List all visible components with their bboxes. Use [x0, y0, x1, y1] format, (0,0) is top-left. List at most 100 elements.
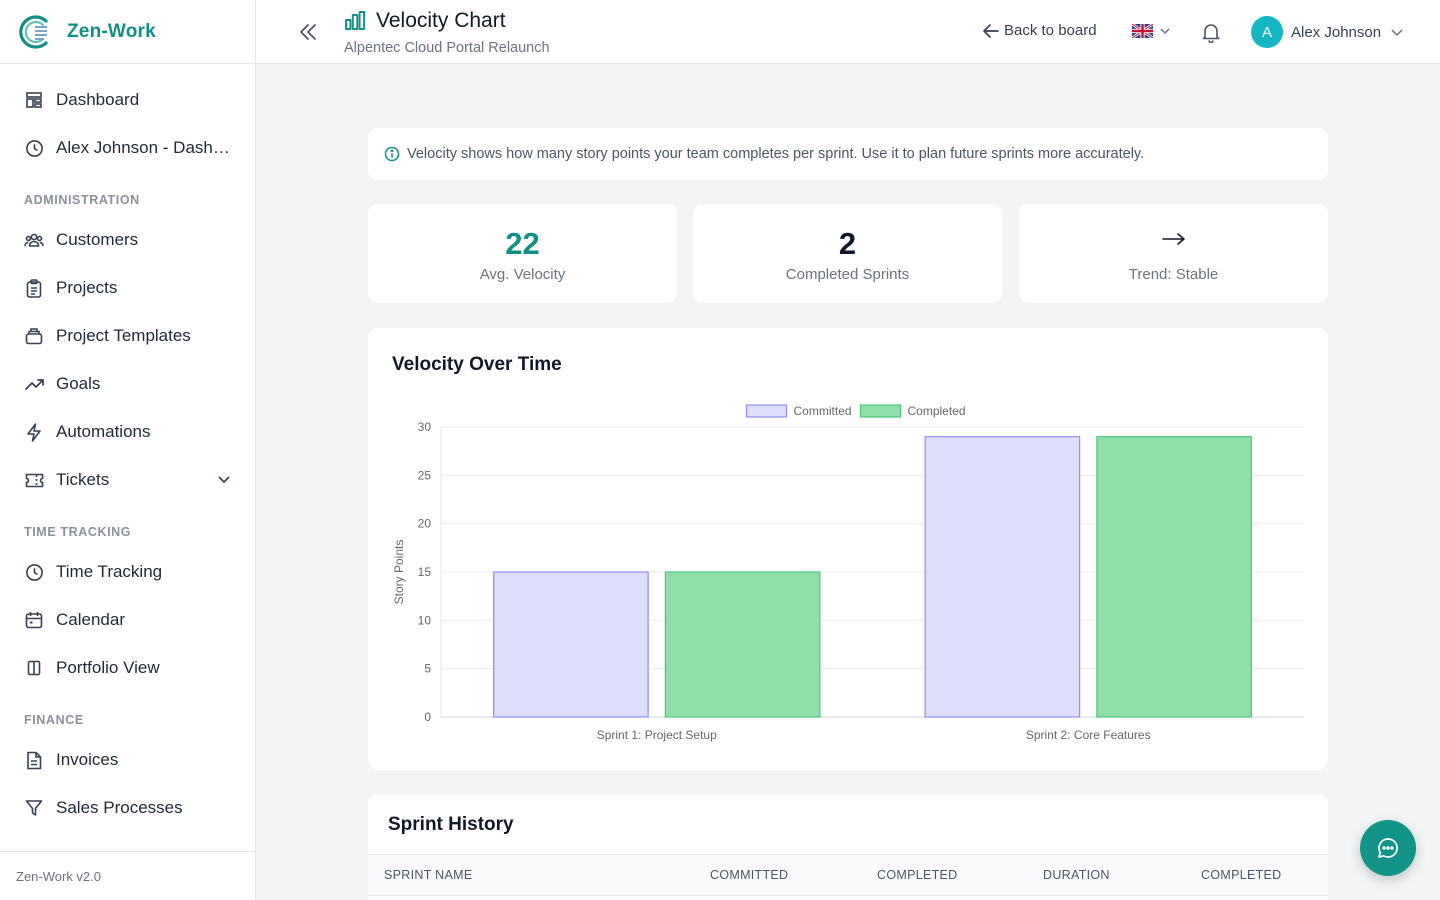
- sidebar-item-projects[interactable]: Projects: [0, 266, 255, 310]
- legend-label: Completed: [908, 404, 966, 418]
- app-version: Zen-Work v2.0: [0, 851, 255, 900]
- sidebar-item-time-tracking[interactable]: Time Tracking: [0, 550, 255, 594]
- bar: [493, 571, 649, 718]
- chat-icon: [1378, 838, 1398, 858]
- bar: [924, 436, 1081, 718]
- funnel-icon: [24, 798, 44, 818]
- completed-sprints-value: 2: [838, 226, 857, 261]
- chevron-down-icon: [218, 476, 230, 484]
- document-icon: [24, 750, 44, 770]
- uk-flag-icon: [1132, 24, 1153, 38]
- sidebar-item-user-dashboard[interactable]: Alex Johnson - Dashboard: [0, 126, 255, 170]
- stat-card-completed-sprints: 2 Completed Sprints: [693, 204, 1002, 303]
- y-tick-label: 5: [424, 662, 431, 676]
- sidebar-item-label: Invoices: [56, 750, 119, 769]
- chevron-down-icon: [1391, 29, 1403, 37]
- zen-work-logo-icon: [19, 14, 48, 49]
- sidebar-item-label: Time Tracking: [56, 562, 163, 581]
- sprint-history-title: Sprint History: [388, 814, 514, 835]
- trend-label: Trend: Stable: [1128, 266, 1219, 283]
- sidebar-item-label: Customers: [56, 230, 139, 249]
- sidebar-item-label: Calendar: [56, 610, 125, 629]
- y-tick-label: 20: [418, 517, 432, 531]
- bolt-icon: [24, 422, 44, 442]
- clipboard-icon: [24, 278, 44, 298]
- page-title-row: Velocity Chart: [344, 9, 506, 33]
- y-tick-label: 25: [418, 468, 432, 482]
- trending-up-icon: [24, 374, 44, 394]
- dashboard-icon: [24, 90, 44, 110]
- sidebar-item-calendar[interactable]: Calendar: [0, 598, 255, 642]
- sidebar-item-label: Alex Johnson - Dashboard: [56, 138, 231, 157]
- y-tick-label: 15: [418, 565, 432, 579]
- chart-title: Velocity Over Time: [392, 354, 562, 375]
- calendar-icon: [24, 610, 44, 630]
- info-text: Velocity shows how many story points you…: [407, 146, 1145, 162]
- info-banner: Velocity shows how many story points you…: [368, 128, 1328, 180]
- sidebar-item-label: Portfolio View: [56, 658, 160, 677]
- chat-button[interactable]: [1360, 820, 1416, 876]
- sidebar-item-automations[interactable]: Automations: [0, 410, 255, 454]
- columns-icon: [24, 658, 44, 678]
- section-time-tracking: TIME TRACKING: [24, 525, 132, 539]
- sidebar-item-goals[interactable]: Goals: [0, 362, 255, 406]
- avatar: A: [1251, 16, 1283, 48]
- legend-label: Committed: [794, 404, 852, 418]
- language-selector[interactable]: [1132, 24, 1171, 38]
- brand[interactable]: Zen-Work: [0, 0, 255, 64]
- users-icon: [24, 230, 44, 250]
- user-menu[interactable]: A Alex Johnson: [1251, 16, 1404, 48]
- column-header-duration[interactable]: DURATION: [1043, 868, 1110, 882]
- template-icon: [24, 326, 44, 346]
- user-name: Alex Johnson: [1291, 23, 1382, 41]
- x-tick-label: Sprint 1: Project Setup: [597, 728, 717, 742]
- velocity-chart: 0 5 10 15 20 25 30 Story Points Sprint 1: Projec…: [392, 404, 1304, 742]
- legend-swatch: [859, 404, 902, 418]
- sidebar-nav: Dashboard Alex Johnson - Dashboard ADMIN…: [0, 64, 255, 851]
- section-finance: FINANCE: [24, 713, 84, 727]
- column-header-completed[interactable]: COMPLETED: [877, 868, 958, 882]
- sidebar-item-label: Projects: [56, 278, 118, 297]
- brand-name: Zen-Work: [67, 20, 156, 42]
- sprint-history-card: Sprint History SPRINT NAME COMMITTED COM…: [368, 794, 1328, 900]
- y-tick-label: 30: [418, 420, 432, 434]
- column-header-sprint-name[interactable]: SPRINT NAME: [384, 868, 473, 882]
- velocity-chart-card: Velocity Over Time 0 5 10 15 20 25 30 Story Poi…: [368, 328, 1328, 770]
- sidebar-item-label: Automations: [56, 422, 151, 441]
- ticket-icon: [24, 470, 44, 490]
- stat-card-trend: Trend: Stable: [1019, 204, 1328, 303]
- sidebar-item-tickets[interactable]: Tickets: [0, 458, 255, 502]
- stat-card-avg-velocity: 22 Avg. Velocity: [368, 204, 677, 303]
- sidebar-item-label: Project Templates: [56, 326, 191, 345]
- clock-icon: [24, 138, 44, 158]
- sidebar-item-label: Tickets: [56, 470, 110, 489]
- sprint-history-table-header: SPRINT NAME COMMITTED COMPLETED DURATION…: [368, 854, 1328, 896]
- completed-sprints-label: Completed Sprints: [785, 266, 910, 283]
- sidebar-item-sales-processes[interactable]: Sales Processes: [0, 786, 255, 830]
- sidebar-item-portfolio-view[interactable]: Portfolio View: [0, 646, 255, 690]
- sidebar-item-invoices[interactable]: Invoices: [0, 738, 255, 782]
- notifications-bell-icon[interactable]: [1200, 21, 1222, 43]
- clock-icon: [24, 562, 44, 582]
- sidebar-item-customers[interactable]: Customers: [0, 218, 255, 262]
- legend-swatch: [745, 404, 788, 418]
- collapse-sidebar-icon[interactable]: [296, 20, 320, 44]
- bar-chart-icon: [345, 11, 366, 30]
- sidebar-item-label: Dashboard: [56, 90, 140, 109]
- sidebar-item-label: Goals: [56, 374, 101, 393]
- column-header-committed[interactable]: COMMITTED: [710, 868, 789, 882]
- y-tick-label: 10: [418, 613, 432, 627]
- y-axis-label: Story Points: [392, 540, 406, 605]
- top-header: Velocity Chart Alpentec Cloud Portal Rel…: [256, 0, 1440, 64]
- bar: [1096, 436, 1252, 718]
- sidebar-item-label: Sales Processes: [56, 798, 183, 817]
- back-to-board-link[interactable]: Back to board: [982, 22, 1097, 39]
- arrow-right-icon: [1019, 232, 1328, 246]
- page-subtitle: Alpentec Cloud Portal Relaunch: [344, 40, 550, 56]
- bar: [664, 571, 821, 718]
- page-title: Velocity Chart: [376, 9, 506, 32]
- avg-velocity-value: 22: [505, 226, 540, 261]
- column-header-completed-date[interactable]: COMPLETED: [1201, 868, 1282, 882]
- sidebar-item-project-templates[interactable]: Project Templates: [0, 314, 255, 358]
- sidebar-item-dashboard[interactable]: Dashboard: [0, 78, 255, 122]
